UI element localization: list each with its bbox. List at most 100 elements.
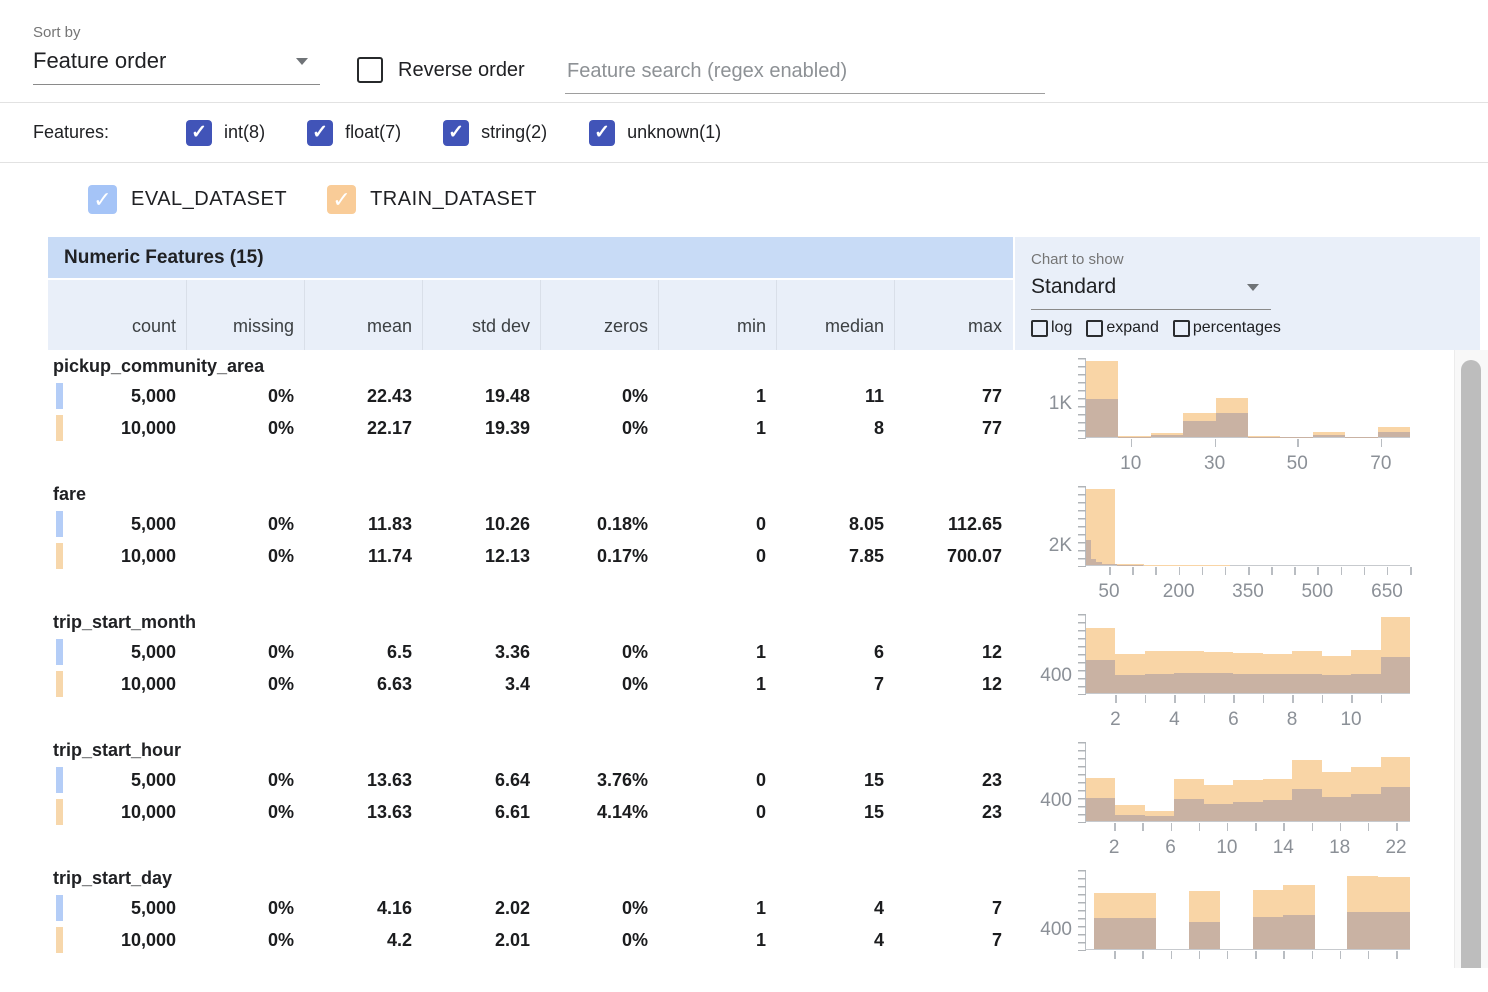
y-tick-label: 2K (1014, 536, 1072, 556)
eval-bar (1378, 432, 1410, 437)
x-axis-tick (1341, 567, 1343, 575)
chart-to-show-label: Chart to show (1031, 251, 1124, 268)
stat-cell: 0% (186, 412, 304, 444)
y-axis-ruler (1078, 870, 1086, 951)
stat-cell: 22.17 (304, 412, 422, 444)
vertical-scrollbar[interactable] (1454, 350, 1488, 968)
y-tick-label: 1K (1014, 394, 1072, 414)
stat-cell: 6.61 (422, 796, 540, 828)
x-axis-tick (1396, 951, 1398, 959)
dataset-checkbox-eval_dataset[interactable]: ✓ (88, 185, 117, 214)
x-axis-tick (1351, 695, 1353, 703)
stat-cell: 0.18% (540, 508, 658, 540)
stat-cell: 4.2 (304, 924, 422, 956)
dataset-checkbox-train_dataset[interactable]: ✓ (327, 185, 356, 214)
stat-cell: 0% (186, 540, 304, 572)
stat-cell: 0% (186, 796, 304, 828)
stat-cell: 12 (894, 636, 1012, 668)
stat-cell: 12 (894, 668, 1012, 700)
x-tick-label: 4 (1169, 709, 1180, 731)
stat-cell: 10,000 (48, 924, 186, 956)
numeric-features-title: Numeric Features (15) (64, 247, 264, 269)
stat-cell: 1 (658, 412, 776, 444)
stat-cell: 7 (894, 892, 1012, 924)
stat-cell: 6 (776, 636, 894, 668)
numeric-features-header: Numeric Features (15) (48, 237, 1013, 278)
chart-option-checkbox-expand[interactable] (1086, 320, 1103, 337)
feature-search-input[interactable] (565, 52, 1045, 94)
x-axis-tick (1142, 951, 1144, 959)
stat-cell: 0% (186, 668, 304, 700)
x-tick-label: 10 (1216, 837, 1237, 859)
stat-cell: 77 (894, 412, 1012, 444)
chart-to-show-select[interactable]: Standard (1031, 269, 1271, 310)
eval-bar (1253, 917, 1284, 949)
x-axis-tick (1114, 823, 1116, 831)
stat-cell: 10,000 (48, 668, 186, 700)
x-axis-tick (1255, 823, 1257, 831)
stat-cell: 5,000 (48, 636, 186, 668)
stat-cell: 11 (776, 380, 894, 412)
reverse-order-checkbox[interactable] (357, 57, 383, 83)
stat-cell: 5,000 (48, 764, 186, 796)
dataset-marker-train (56, 543, 63, 569)
column-header-count: count (48, 280, 186, 350)
stat-cell: 4 (776, 924, 894, 956)
eval-bar (1233, 674, 1262, 693)
filter-checkbox-int8[interactable]: ✓ (186, 120, 212, 146)
eval-bar (1151, 435, 1183, 437)
stat-cell: 0% (540, 668, 658, 700)
filter-checkbox-unknown1[interactable]: ✓ (589, 120, 615, 146)
stat-cell: 0 (658, 508, 776, 540)
eval-bar (1283, 915, 1315, 949)
eval-bar (1292, 674, 1321, 693)
x-tick-label: 18 (1329, 837, 1350, 859)
column-header-min: min (658, 280, 776, 350)
x-axis-tick (1132, 567, 1134, 575)
stat-cell: 7 (776, 668, 894, 700)
chart-option-expand: expand (1086, 319, 1159, 337)
stat-cell: 8 (776, 412, 894, 444)
eval-bar (1183, 421, 1215, 437)
x-axis-tick (1145, 695, 1147, 703)
x-axis-tick (1387, 567, 1389, 575)
dataset-marker-eval (56, 895, 63, 921)
x-axis-tick (1199, 951, 1201, 959)
eval-bar (1094, 918, 1124, 949)
stat-cell: 0% (186, 924, 304, 956)
eval-bar (1124, 918, 1156, 949)
features-label: Features: (33, 122, 109, 143)
sort-by-value: Feature order (33, 48, 166, 74)
x-axis-tick (1381, 695, 1383, 703)
chart-option-percentages: percentages (1173, 319, 1281, 337)
legend-item-train_dataset: ✓TRAIN_DATASET (327, 185, 537, 214)
x-tick-label: 500 (1301, 581, 1333, 603)
chart-option-checkbox-log[interactable] (1031, 320, 1048, 337)
toolbar: Sort by Feature order Reverse order (0, 0, 1488, 103)
x-axis-tick (1131, 439, 1133, 447)
vertical-scrollbar-thumb[interactable] (1461, 360, 1481, 968)
x-axis-tick (1283, 951, 1285, 959)
histogram-plot: 400 (1085, 870, 1410, 950)
stat-cell: 6.64 (422, 764, 540, 796)
eval-bar (1115, 675, 1144, 693)
filter-item-string2: ✓string(2) (443, 120, 547, 146)
stat-cell: 3.4 (422, 668, 540, 700)
sort-by-select[interactable]: Feature order (33, 42, 320, 85)
stat-cell: 112.65 (894, 508, 1012, 540)
dataset-marker-eval (56, 639, 63, 665)
histogram-trip_start_day: 400 (1013, 864, 1483, 992)
stat-cell: 10.26 (422, 508, 540, 540)
chart-option-checkbox-percentages[interactable] (1173, 320, 1190, 337)
y-axis-ruler (1078, 614, 1086, 695)
x-axis-tick (1215, 439, 1217, 447)
stat-cell: 12.13 (422, 540, 540, 572)
stat-cell: 0 (658, 796, 776, 828)
filter-checkbox-string2[interactable]: ✓ (443, 120, 469, 146)
eval-bar (1145, 674, 1174, 693)
filter-checkbox-float7[interactable]: ✓ (307, 120, 333, 146)
stat-cell: 23 (894, 764, 1012, 796)
stat-cell: 0% (540, 892, 658, 924)
stat-cell: 4 (776, 892, 894, 924)
